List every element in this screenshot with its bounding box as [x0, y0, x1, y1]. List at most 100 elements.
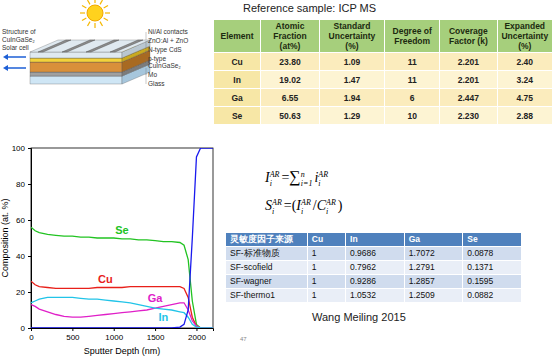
sun-ray [88, 0, 91, 4]
x-tick-mark [72, 328, 73, 331]
x-tick-label: 1500 [147, 333, 165, 342]
x-tick-label: 2000 [188, 333, 206, 342]
header-cell: Degree of Freedom [385, 20, 440, 53]
layer-label: CuInGaSe₂ [148, 62, 181, 69]
page-number: 47 [240, 336, 247, 342]
series-label: Se [115, 224, 128, 236]
table-cell: 0.1371 [463, 261, 522, 275]
formula: IARi=∑ni=1iARi [265, 168, 330, 188]
y-axis: 020406080100 [12, 144, 32, 333]
formula-indices: ARi [318, 170, 328, 188]
table-cell: SF-wagner [226, 275, 308, 289]
table-cell: 6.55 [261, 89, 320, 107]
leader-line [146, 74, 147, 84]
formula-symbol: ) [338, 198, 343, 213]
table-cell: 2.230 [440, 107, 497, 125]
table-cell: 11 [385, 71, 440, 89]
table-cell: 1.0532 [346, 289, 405, 303]
layer-label: ZnO:Al + ZnO [148, 37, 188, 44]
x-tick-label: 1000 [105, 333, 123, 342]
header-cell: In [346, 233, 405, 247]
formula-sup: AR [301, 198, 311, 207]
table-cell: 2.201 [440, 53, 497, 71]
header-cell: Ga [404, 233, 463, 247]
sun-ray [105, 12, 110, 13]
sun-ray [82, 6, 86, 9]
table-cell: 2.447 [440, 89, 497, 107]
table-cell: In [214, 71, 261, 89]
x-tick-mark [114, 328, 115, 331]
x-tick: 0 [29, 328, 34, 342]
series-label: Cu [98, 273, 113, 285]
header-row: ElementAtomic Fraction (at%)Standard Unc… [214, 20, 553, 53]
leader-line [146, 50, 147, 54]
sun-ray [104, 6, 108, 9]
x-tick: 1500 [147, 328, 165, 342]
table-cell: SF-标准物质 [226, 247, 308, 261]
sun-ray [100, 0, 103, 4]
x-axis-title: Sputter Depth (nm) [84, 346, 161, 356]
table-cell: 1 [307, 275, 345, 289]
x-tick-mark [196, 328, 197, 331]
formula-symbol: C [317, 198, 326, 213]
formula-symbol: S [265, 198, 272, 213]
layer-label: Glass [148, 80, 165, 87]
table-cell: Se [214, 107, 261, 125]
charge-arrow-head [3, 65, 8, 71]
leader-line [146, 59, 147, 61]
y-tick: 40 [16, 252, 31, 261]
y-tick: 60 [16, 216, 31, 225]
formula-sub: i [326, 207, 336, 216]
table-cell: 3.24 [497, 71, 552, 89]
header-cell: Expanded Uncertainty (%) [497, 20, 552, 53]
header-cell: Cu [307, 233, 345, 247]
reference-table: ElementAtomic Fraction (at%)Standard Unc… [213, 19, 553, 125]
x-tick: 2000 [188, 328, 206, 342]
table-title: Reference sample: ICP MS [243, 2, 376, 14]
table-cell: 0.9286 [346, 275, 405, 289]
formula-symbol: i [314, 170, 318, 185]
table-cell: 1.7072 [404, 247, 463, 261]
sf-table: 灵敏度因子来源CuInGaSeSF-标准物质10.96861.70720.087… [225, 232, 522, 303]
table-cell: 2.201 [440, 71, 497, 89]
table-cell: 19.02 [261, 71, 320, 89]
table-cell: 11 [385, 53, 440, 71]
table-cell: 4.75 [497, 89, 552, 107]
solar-cell-diagram: Structure ofCuInGaSe₂Solar cellNi/Al con… [2, 0, 188, 87]
table-cell: 1.29 [319, 107, 384, 125]
formula-symbol: =( [284, 198, 297, 213]
formula-sup: n [301, 170, 313, 179]
charge-arrow [6, 67, 26, 69]
table-cell: 0.0878 [463, 247, 522, 261]
series-line [31, 148, 213, 328]
layer-front [30, 52, 122, 58]
table-cell: 10 [385, 107, 440, 125]
table-cell: SF-thermo1 [226, 289, 308, 303]
formula-sup: AR [326, 198, 336, 207]
layer-front [30, 72, 122, 76]
x-axis: 0500100015002000 [29, 328, 213, 342]
table-cell: 23.80 [261, 53, 320, 71]
diagram-title: Structure of [2, 28, 36, 35]
formula-sub: i [270, 179, 280, 188]
table-cell: 6 [385, 89, 440, 107]
formula-symbol: ∑ [289, 168, 300, 185]
formula-sub: i [301, 207, 311, 216]
sun-disc [87, 5, 103, 21]
table-cell: 0.0882 [463, 289, 522, 303]
table-cell: 1.94 [319, 89, 384, 107]
y-tick-mark [28, 148, 31, 149]
table-cell: 1 [307, 289, 345, 303]
y-tick-label: 20 [16, 288, 25, 297]
contact-finger [110, 40, 143, 52]
x-axis-line [32, 329, 214, 332]
series-line [31, 227, 213, 328]
formula-sub: i [272, 207, 282, 216]
sun-ray [88, 22, 91, 26]
series-label: In [158, 311, 168, 323]
formula-sub: i=1 [301, 179, 313, 188]
header-cell: Coverage Factor (k) [440, 20, 497, 53]
formula-indices: ARi [301, 198, 311, 216]
caption: Wang Meiling 2015 [312, 311, 406, 323]
layer-label: N-type CdS [148, 46, 182, 54]
